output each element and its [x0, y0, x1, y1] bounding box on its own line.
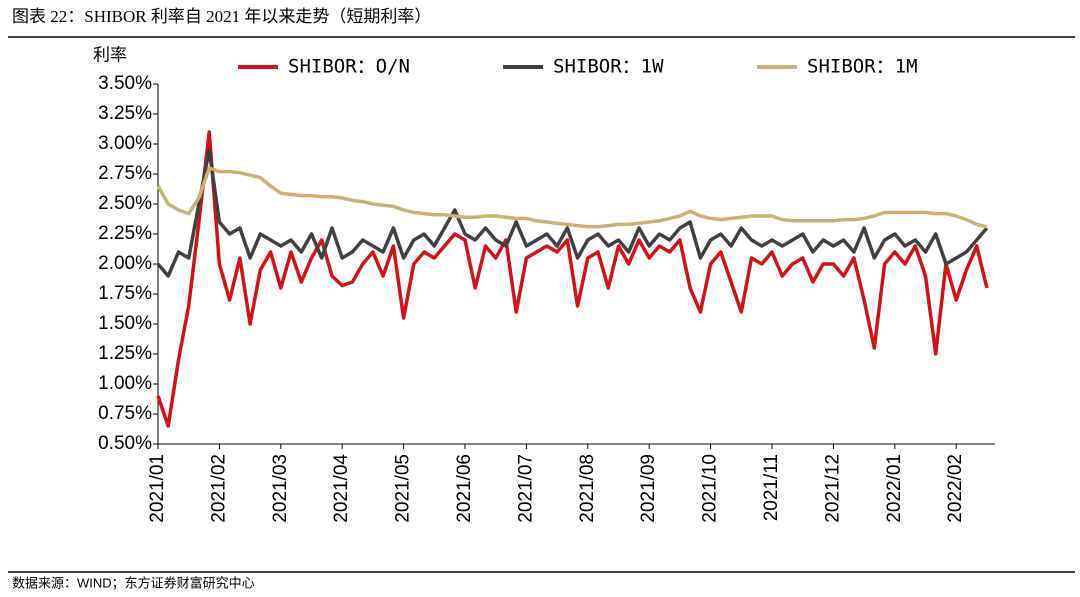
series-line: [156, 130, 989, 428]
x-tick-label: 2021/05: [393, 454, 414, 523]
x-tick-label: 2021/10: [700, 454, 721, 523]
y-tick-label: 3.50%: [98, 73, 152, 94]
y-tick-label: 3.25%: [98, 103, 152, 124]
x-tick-label: 2021/01: [147, 454, 168, 523]
legend-label: SHIBOR：O/N: [288, 56, 410, 78]
series-line: [156, 148, 989, 278]
legend-label: SHIBOR：1M: [807, 56, 918, 78]
x-tick-label: 2021/02: [208, 454, 229, 523]
y-tick-label: 2.50%: [98, 193, 152, 214]
x-tick-label: 2022/02: [945, 454, 966, 523]
y-tick-label: 0.75%: [98, 403, 152, 424]
y-tick-label: 2.25%: [98, 223, 152, 244]
y-tick-label: 1.00%: [98, 373, 152, 394]
chart-title: 图表 22：SHIBOR 利率自 2021 年以来走势（短期利率）: [12, 7, 431, 26]
y-tick-label: 2.75%: [98, 163, 152, 184]
x-tick-label: 2021/04: [331, 454, 352, 523]
y-tick-label: 1.50%: [98, 313, 152, 334]
y-tick-label: 0.50%: [98, 433, 152, 454]
y-axis-label: 利率: [93, 45, 127, 64]
x-tick-label: 2021/07: [515, 454, 536, 523]
x-tick-label: 2021/03: [270, 454, 291, 523]
x-tick-label: 2021/11: [761, 454, 782, 521]
x-tick-label: 2021/06: [454, 454, 475, 523]
x-tick-label: 2021/12: [822, 454, 843, 523]
x-tick-label: 2021/08: [577, 454, 598, 523]
y-tick-label: 1.75%: [98, 283, 152, 304]
x-tick-label: 2022/01: [884, 454, 905, 523]
legend-label: SHIBOR：1W: [553, 56, 664, 78]
series-line: [156, 166, 988, 229]
y-tick-label: 1.25%: [98, 343, 152, 364]
x-tick-label: 2021/09: [638, 454, 659, 523]
source-note: 数据来源：WIND；东方证券财富研究中心: [12, 575, 255, 591]
y-tick-label: 2.00%: [98, 253, 152, 274]
y-tick-label: 3.00%: [98, 133, 152, 154]
